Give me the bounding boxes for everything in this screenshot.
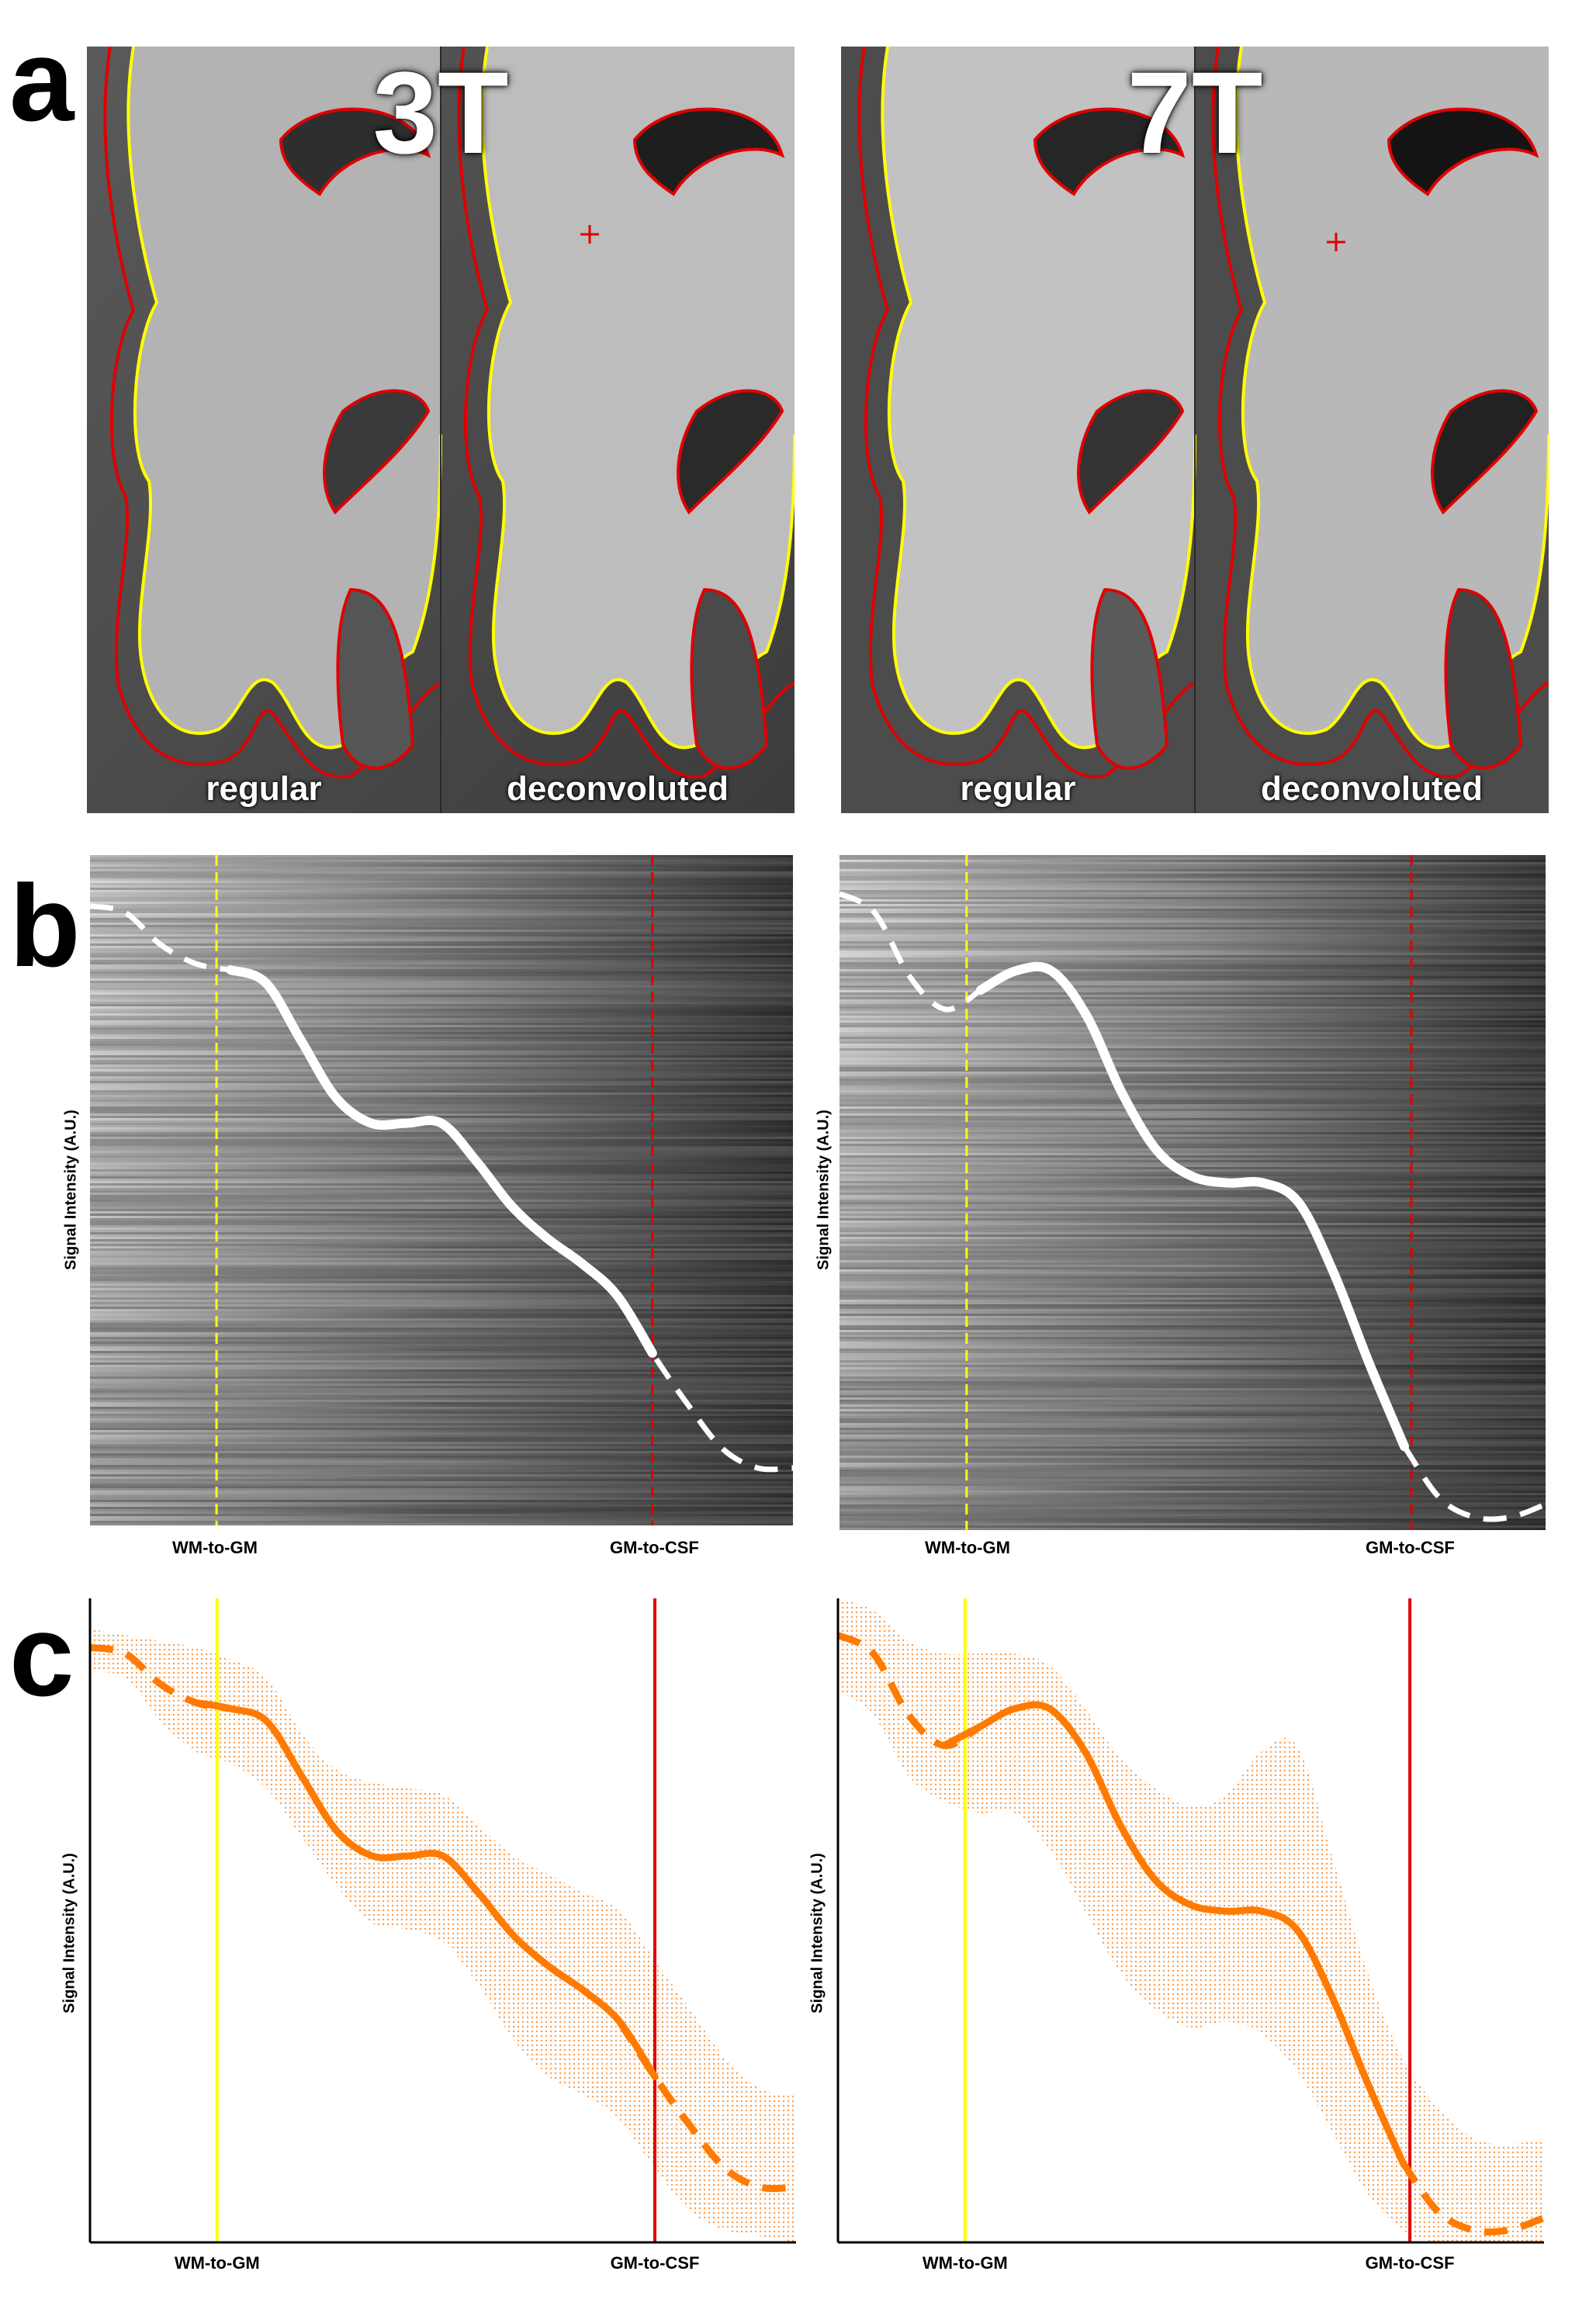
tick-label-gm-csf: GM-to-CSF — [1366, 2253, 1455, 2273]
gyri-right-3t — [457, 47, 795, 779]
stack-stripes — [90, 855, 793, 1525]
profile-line-dashed-wm — [90, 903, 231, 973]
std-band — [90, 1629, 796, 2242]
mri-image-7t: 7T regular deconvoluted — [841, 47, 1549, 813]
std-band — [838, 1598, 1544, 2244]
panel-letter-b: b — [9, 860, 81, 991]
tick-label-wm-gm: WM-to-GM — [175, 2253, 260, 2273]
mean-profile-chart-3t: WM-to-GM GM-to-CSF — [88, 1598, 797, 2273]
tick-label-gm-csf: GM-to-CSF — [611, 2253, 700, 2273]
xlabel-b-3t-wm: WM-to-GM — [172, 1538, 258, 1557]
xlabel-b-3t-csf: GM-to-CSF — [610, 1538, 699, 1557]
label-deconvoluted-7t: deconvoluted — [1260, 770, 1483, 808]
mean-line-dashed-csf — [1400, 2160, 1546, 2236]
mean-line-solid — [192, 1698, 659, 2081]
profile-line-solid — [226, 965, 657, 1358]
stack-stripes — [840, 855, 1546, 1530]
crosshair-marker — [1327, 233, 1345, 251]
profile-stack-3t-graphic — [90, 855, 793, 1525]
mean-line-solid — [940, 1701, 1407, 2166]
gyri-left-7t — [857, 47, 1196, 779]
label-deconvoluted-3t: deconvoluted — [506, 770, 729, 808]
crosshair-marker — [580, 225, 599, 244]
gyri-right-7t — [1211, 47, 1549, 779]
ylabel-c-3t: Signal Intensity (A.U.) — [61, 1853, 78, 2013]
xlabel-b-7t-wm: WM-to-GM — [925, 1538, 1010, 1557]
profile-line-dashed-wm — [840, 891, 982, 1013]
mri-image-3t: 3T regular deconvoluted — [87, 47, 795, 813]
panel-letter-a: a — [9, 15, 74, 145]
profile-line-solid — [976, 961, 1409, 1452]
mri-3t-graphic — [87, 47, 795, 813]
xlabel-b-7t-csf: GM-to-CSF — [1366, 1538, 1455, 1557]
label-regular-3t: regular — [206, 770, 322, 808]
mri-7t-graphic — [841, 47, 1549, 813]
ylabel-b-3t: Signal Intensity (A.U.) — [62, 1110, 80, 1270]
mean-line-dashed-csf — [616, 2020, 797, 2193]
tick-label-wm-gm: WM-to-GM — [923, 2253, 1008, 2273]
ylabel-b-7t: Signal Intensity (A.U.) — [815, 1110, 833, 1270]
profile-stack-3t — [90, 855, 793, 1525]
profile-stack-7t — [840, 855, 1546, 1530]
profile-stack-7t-graphic — [840, 855, 1546, 1530]
mean-profile-chart-7t: WM-to-GM GM-to-CSF — [836, 1598, 1546, 2273]
gyri-left-3t — [103, 47, 442, 779]
ylabel-c-7t: Signal Intensity (A.U.) — [808, 1853, 826, 2013]
field-strength-3t: 3T — [372, 47, 509, 178]
label-regular-7t: regular — [960, 770, 1076, 808]
panel-letter-c: c — [9, 1590, 74, 1720]
profile-line-dashed-csf — [1402, 1445, 1546, 1522]
field-strength-7t: 7T — [1127, 47, 1263, 178]
profile-line-dashed-csf — [615, 1293, 793, 1473]
